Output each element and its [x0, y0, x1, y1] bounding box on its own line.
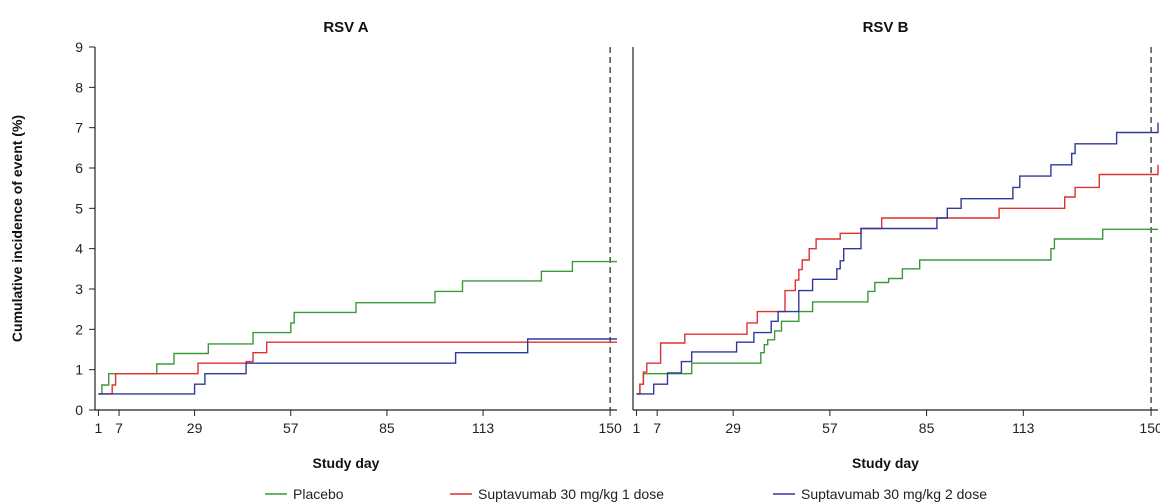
- y-tick-label: 1: [75, 362, 83, 378]
- series-line-placebo-rsv-b: [636, 228, 1158, 395]
- y-tick-label: 7: [75, 120, 83, 136]
- x-tick-label: 113: [472, 420, 495, 436]
- y-tick-label: 6: [75, 160, 83, 176]
- y-tick-label: 9: [75, 39, 83, 55]
- x-tick-label: 150: [598, 420, 622, 436]
- x-tick-label: 85: [919, 420, 935, 436]
- y-tick-label: 8: [75, 79, 83, 95]
- legend-label-placebo: Placebo: [293, 486, 344, 502]
- y-tick-label: 3: [75, 281, 83, 297]
- x-axis-label-rsv-b: Study day: [852, 455, 919, 471]
- series-line-suptavumab-30-mg-kg-1-dose-rsv-a: [98, 341, 617, 395]
- x-tick-label: 150: [1139, 420, 1160, 436]
- x-tick-label: 1: [95, 420, 103, 436]
- legend-label-suptavumab-30-mg-kg-1-dose: Suptavumab 30 mg/kg 1 dose: [478, 486, 664, 502]
- panel-title-rsv-a: RSV A: [323, 19, 368, 36]
- x-axis-label-rsv-a: Study day: [313, 455, 380, 471]
- x-tick-label: 7: [115, 420, 123, 436]
- series-line-suptavumab-30-mg-kg-1-dose-rsv-b: [636, 164, 1159, 395]
- y-tick-label: 2: [75, 321, 83, 337]
- series-line-suptavumab-30-mg-kg-2-dose-rsv-b: [636, 122, 1159, 395]
- legend-label-suptavumab-30-mg-kg-2-dose: Suptavumab 30 mg/kg 2 dose: [801, 486, 987, 502]
- series-line-suptavumab-30-mg-kg-2-dose-rsv-a: [98, 338, 617, 395]
- x-tick-label: 29: [725, 420, 741, 436]
- panel-rsv-b: RSV B 1 7 29 57 85 113 150 Study day: [632, 19, 1160, 471]
- y-tick-label: 4: [75, 241, 83, 257]
- legend: Placebo Suptavumab 30 mg/kg 1 dose Suptavu…: [265, 486, 987, 502]
- panel-title-rsv-b: RSV B: [863, 19, 909, 36]
- y-tick-label: 5: [75, 200, 83, 216]
- x-tick-label: 85: [379, 420, 395, 436]
- x-tick-label: 7: [653, 420, 661, 436]
- x-tick-label: 113: [1012, 420, 1035, 436]
- x-tick-label: 57: [822, 420, 838, 436]
- x-tick-label: 29: [187, 420, 203, 436]
- x-tick-label: 1: [633, 420, 641, 436]
- x-tick-label: 57: [283, 420, 299, 436]
- y-axis-label: Cumulative incidence of event (%): [9, 115, 25, 342]
- y-tick-label: 0: [75, 402, 83, 418]
